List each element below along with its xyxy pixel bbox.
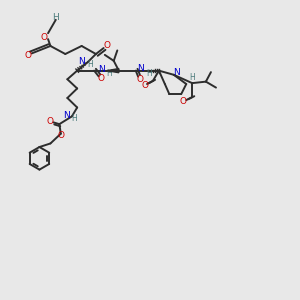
Text: N: N bbox=[98, 65, 104, 74]
Text: O: O bbox=[103, 41, 110, 50]
Text: H: H bbox=[146, 68, 152, 77]
Text: O: O bbox=[136, 75, 143, 84]
Text: O: O bbox=[40, 33, 47, 42]
Text: O: O bbox=[141, 81, 148, 90]
Text: H: H bbox=[52, 13, 59, 22]
Text: O: O bbox=[98, 74, 104, 83]
Text: O: O bbox=[58, 130, 65, 140]
Text: N: N bbox=[63, 111, 70, 120]
Text: N: N bbox=[173, 68, 179, 77]
Text: N: N bbox=[137, 64, 144, 73]
Text: H: H bbox=[88, 60, 93, 69]
Text: O: O bbox=[47, 117, 54, 126]
Text: H: H bbox=[106, 69, 112, 78]
Text: H: H bbox=[189, 73, 195, 82]
Text: N: N bbox=[79, 57, 85, 66]
Text: O: O bbox=[180, 97, 187, 106]
Text: O: O bbox=[25, 51, 32, 60]
Text: H: H bbox=[71, 114, 77, 123]
Polygon shape bbox=[107, 69, 119, 73]
